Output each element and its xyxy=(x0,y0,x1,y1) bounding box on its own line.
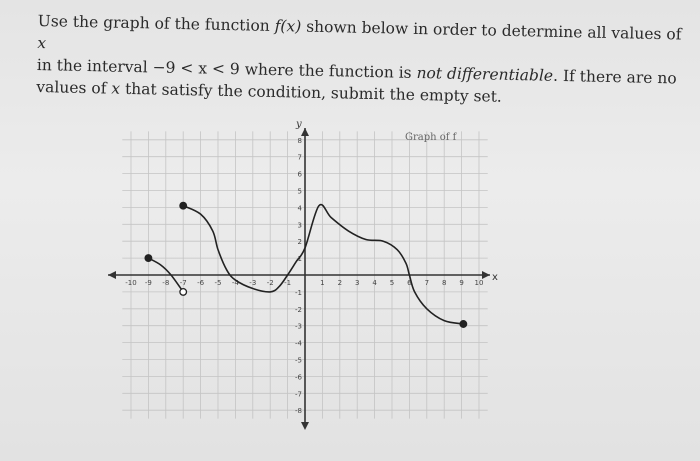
function-curve xyxy=(182,203,464,325)
x-tick-label: -6 xyxy=(197,279,205,287)
x-tick-label: -5 xyxy=(215,279,222,287)
x-tick-label: 6 xyxy=(407,279,412,287)
y-axis-down-arrow-icon xyxy=(301,422,309,430)
y-tick-label: -3 xyxy=(295,323,302,331)
closed-endpoint xyxy=(179,201,188,210)
x-tick-label: 5 xyxy=(390,279,394,287)
y-tick-label: 2 xyxy=(298,238,302,246)
y-tick-label: 3 xyxy=(298,221,302,229)
tick-labels: -10 -9 -8 -7 -6 -5 -4 -3 -2 -1 1 2 3 4 5 6 7 8 9 10 -8 -7 -6 -5… xyxy=(125,137,483,415)
x-tick-label: -4 xyxy=(232,279,240,287)
y-tick-label: -1 xyxy=(295,289,302,297)
x-tick-label: 9 xyxy=(459,279,463,287)
function-curve xyxy=(148,257,184,293)
x-tick-label: -7 xyxy=(180,279,187,287)
y-tick-label: 5 xyxy=(298,188,302,196)
y-axis-up-arrow-icon xyxy=(301,128,309,136)
x-tick-label: -10 xyxy=(125,279,136,287)
graph-title: Graph of f xyxy=(405,132,458,143)
x-tick-label: 2 xyxy=(338,279,342,287)
x-axis-label: x xyxy=(492,272,498,283)
y-tick-label: -6 xyxy=(295,373,303,381)
y-axis-label: y xyxy=(295,119,302,130)
x-tick-label: 4 xyxy=(372,279,377,287)
x-tick-label: 3 xyxy=(355,279,359,287)
y-tick-label: 8 xyxy=(298,137,302,145)
x-tick-label: -8 xyxy=(162,279,169,287)
y-tick-label: -4 xyxy=(295,340,303,348)
x-tick-label: -3 xyxy=(249,279,256,287)
y-tick-label: -5 xyxy=(295,357,302,365)
x-tick-label: 8 xyxy=(442,279,446,287)
curves xyxy=(144,201,468,328)
x-tick-label: -9 xyxy=(145,279,152,287)
x-tick-label: -2 xyxy=(267,279,274,287)
x-tick-label: 1 xyxy=(320,279,324,287)
y-tick-label: 7 xyxy=(298,154,302,162)
y-tick-label: 4 xyxy=(298,204,303,212)
closed-endpoint xyxy=(144,254,153,263)
x-tick-label: -1 xyxy=(284,279,291,287)
y-tick-label: 1 xyxy=(298,255,302,263)
y-tick-label: 6 xyxy=(298,171,303,179)
x-axis-right-arrow-icon xyxy=(482,271,490,279)
y-tick-label: -8 xyxy=(295,407,302,415)
x-tick-label: 7 xyxy=(425,279,429,287)
closed-endpoint xyxy=(459,320,468,328)
x-axis-left-arrow-icon xyxy=(108,271,116,279)
open-endpoint xyxy=(179,287,188,296)
x-tick-label: 10 xyxy=(475,279,484,287)
y-tick-label: -7 xyxy=(295,390,302,398)
y-tick-label: -2 xyxy=(295,306,302,314)
